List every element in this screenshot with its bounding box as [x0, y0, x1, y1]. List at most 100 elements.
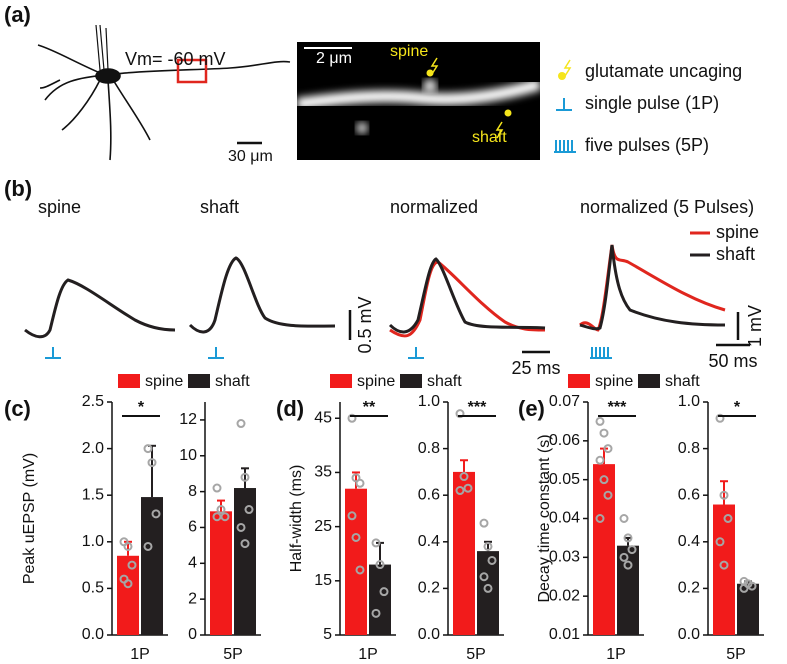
trace-title: normalized (5 Pulses) — [580, 197, 754, 217]
legend-swatch — [188, 374, 210, 388]
uncaging-dot — [426, 69, 434, 77]
y-axis-label: Peak uEPSP (mV) — [21, 453, 38, 584]
y-tick-label: 0.0 — [418, 626, 440, 643]
y-tick-label: 0.02 — [549, 587, 580, 604]
y-tick-label: 0.07 — [549, 393, 580, 410]
legend-text: spine — [357, 373, 395, 390]
y-tick-label: 8 — [188, 483, 197, 500]
dendrite — [296, 78, 542, 110]
x-tick-label: 1P — [606, 646, 626, 663]
bar — [453, 471, 475, 635]
uncaging-dot — [504, 109, 512, 117]
x-tick-label: 5P — [726, 646, 746, 663]
x-tick-label: 1P — [358, 646, 378, 663]
data-point — [459, 472, 469, 482]
data-point — [623, 560, 633, 570]
y-tick-label: 0.8 — [678, 440, 700, 457]
bar — [117, 555, 139, 635]
y-tick-label: 35 — [314, 464, 332, 481]
data-point — [595, 416, 605, 426]
y-tick-label: 0.06 — [549, 432, 580, 449]
significance: * — [138, 399, 145, 416]
vm-label: Vm= -60 mV — [125, 49, 226, 69]
data-point — [739, 583, 749, 593]
bar — [477, 551, 499, 635]
spine-head — [356, 122, 368, 134]
data-point — [355, 565, 365, 575]
data-point — [143, 444, 153, 454]
data-point — [375, 560, 385, 570]
trace-title: shaft — [200, 197, 239, 217]
data-point — [723, 514, 733, 523]
y-tick-label: 4 — [188, 555, 197, 572]
data-point — [347, 511, 357, 521]
y-tick-label: 45 — [314, 409, 332, 426]
bolt — [495, 121, 504, 139]
x-tick-label: 5P — [466, 646, 486, 663]
significance: *** — [608, 399, 627, 416]
data-point — [123, 541, 133, 551]
scale-label: 0.5 mV — [355, 296, 375, 353]
data-point — [627, 545, 637, 555]
legend-dot — [558, 72, 566, 80]
data-point — [212, 483, 222, 493]
data-point — [151, 509, 161, 519]
data-point — [623, 533, 633, 543]
trace — [579, 244, 726, 331]
y-tick-label: 2.5 — [82, 393, 104, 410]
data-point — [599, 475, 609, 485]
data-point — [351, 532, 361, 542]
trace-title: normalized — [390, 197, 478, 217]
bar — [713, 504, 735, 635]
data-point — [719, 490, 729, 500]
scale-label: 30 μm — [228, 148, 273, 165]
traces — [24, 244, 726, 339]
data-point — [595, 514, 605, 523]
data-point — [715, 413, 725, 423]
y-tick-label: 6 — [188, 519, 197, 536]
data-point — [719, 560, 729, 570]
data-point — [147, 458, 157, 468]
y-tick-label: 0.04 — [549, 510, 580, 527]
bar — [737, 583, 759, 635]
legend-pulse — [556, 98, 572, 111]
spine-head — [423, 79, 437, 93]
trace — [388, 257, 546, 334]
data-point — [483, 583, 493, 593]
panel-label: (e) — [518, 396, 545, 421]
data-point — [143, 541, 153, 551]
y-tick-label: 0.05 — [549, 471, 580, 488]
legend-text: spine — [716, 222, 759, 242]
y-tick-label: 1.5 — [82, 486, 104, 503]
neuron-drawing — [37, 24, 291, 161]
data-point — [455, 409, 465, 419]
y-tick-label: 1.0 — [678, 393, 700, 410]
y-tick-label: 10 — [179, 447, 197, 464]
data-point — [236, 522, 246, 532]
data-point — [603, 444, 613, 454]
legend-text: spine — [595, 373, 633, 390]
legend-text: shaft — [665, 373, 700, 390]
trace-title: spine — [38, 197, 81, 217]
legend-swatch — [568, 374, 590, 388]
zoom-box — [176, 58, 208, 84]
bar — [345, 488, 367, 635]
y-tick-label: 1.0 — [418, 393, 440, 410]
panel-label: (b) — [4, 176, 32, 201]
data-point — [479, 572, 489, 582]
legend-text: glutamate uncaging — [585, 61, 742, 81]
y-tick-label: 0.2 — [418, 580, 440, 597]
shaft-label: shaft — [472, 129, 507, 146]
panel-label: (a) — [4, 2, 31, 27]
legend-pulses — [554, 140, 576, 153]
data-point — [479, 518, 489, 528]
trace — [24, 278, 176, 339]
significance: *** — [468, 399, 487, 416]
data-point — [212, 512, 222, 522]
legend-swatch — [400, 374, 422, 388]
y-axis-label: Half-width (ms) — [288, 465, 305, 573]
legend-text: shaft — [427, 373, 462, 390]
y-tick-label: 0.5 — [82, 580, 104, 597]
data-point — [371, 608, 381, 618]
y-tick-label: 15 — [314, 572, 332, 589]
